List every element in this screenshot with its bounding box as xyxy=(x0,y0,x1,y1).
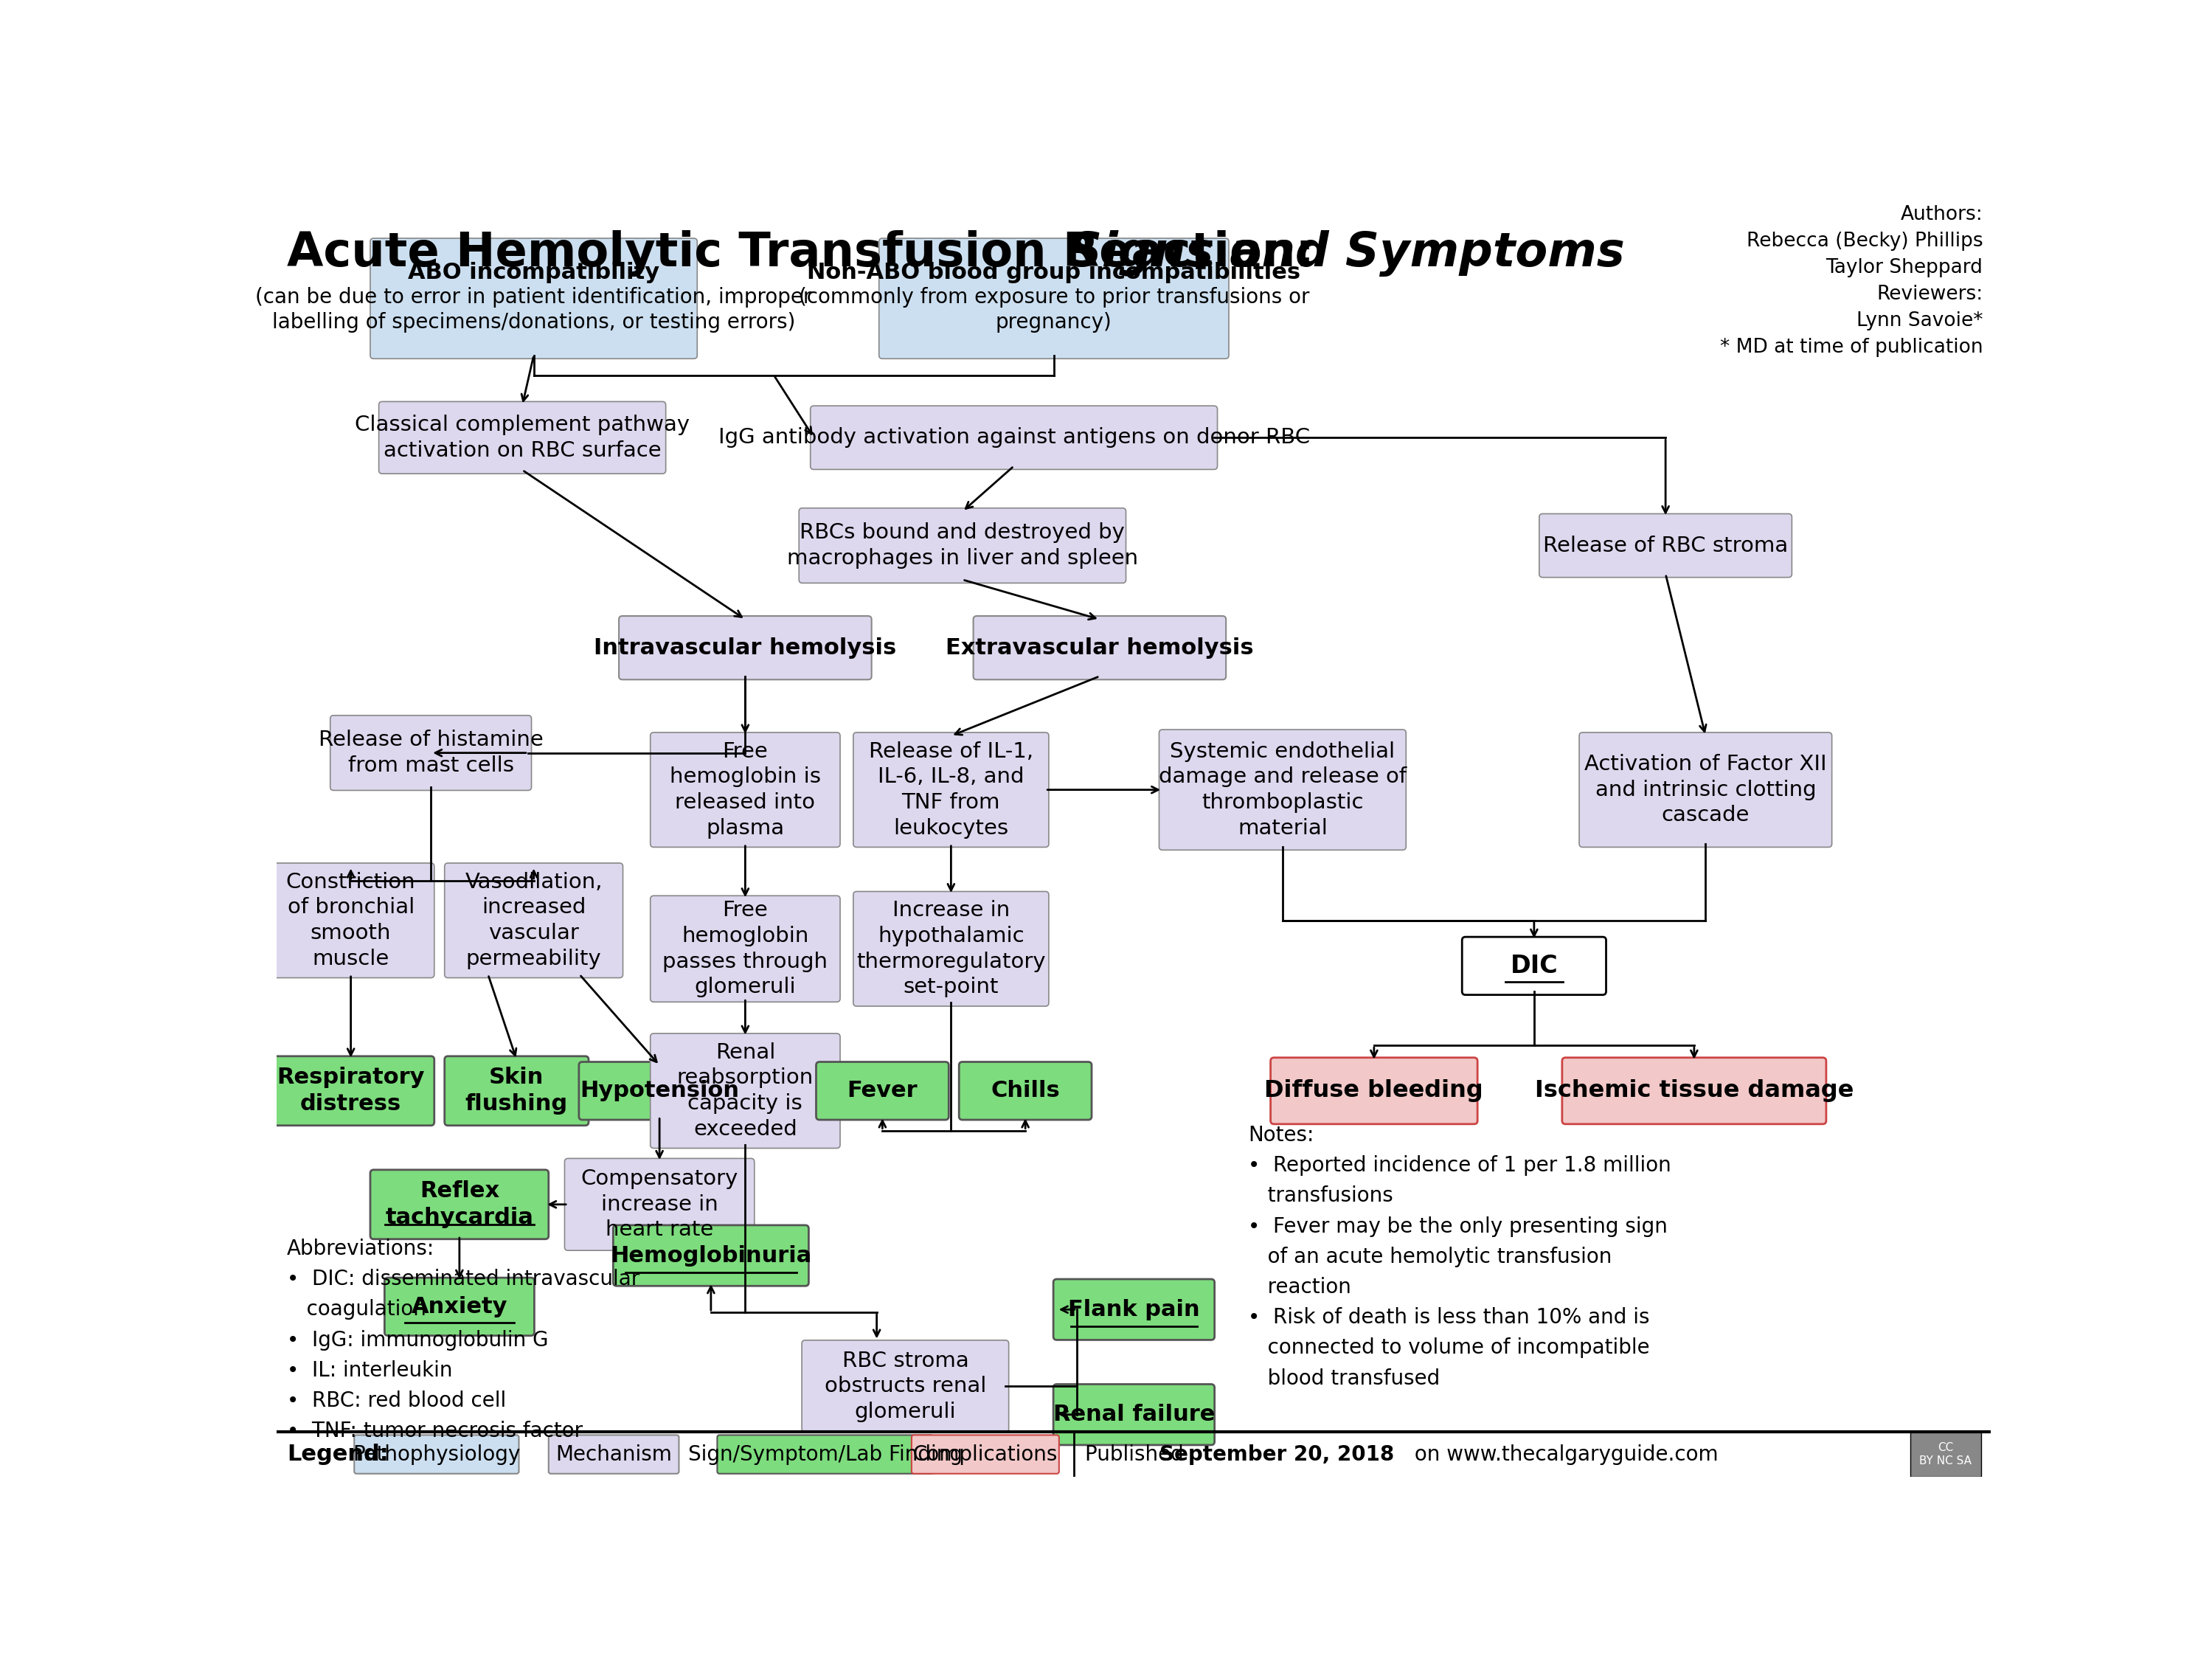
FancyBboxPatch shape xyxy=(717,1435,933,1473)
Text: Skin
flushing: Skin flushing xyxy=(465,1067,568,1115)
Text: Chills: Chills xyxy=(991,1080,1060,1102)
FancyBboxPatch shape xyxy=(580,1062,741,1120)
FancyBboxPatch shape xyxy=(564,1158,754,1251)
FancyBboxPatch shape xyxy=(268,1057,434,1125)
Text: Free
hemoglobin
passes through
glomeruli: Free hemoglobin passes through glomeruli xyxy=(664,901,827,997)
Text: Reflex
tachycardia: Reflex tachycardia xyxy=(385,1181,533,1228)
Text: Compensatory
increase in
heart rate: Compensatory increase in heart rate xyxy=(582,1168,739,1241)
FancyBboxPatch shape xyxy=(1053,1279,1214,1340)
Text: Notes:
•  Reported incidence of 1 per 1.8 million
   transfusions
•  Fever may b: Notes: • Reported incidence of 1 per 1.8… xyxy=(1248,1125,1672,1389)
FancyBboxPatch shape xyxy=(1270,1057,1478,1125)
Text: Mechanism: Mechanism xyxy=(555,1443,672,1465)
FancyBboxPatch shape xyxy=(1462,937,1606,995)
FancyBboxPatch shape xyxy=(878,239,1230,358)
FancyBboxPatch shape xyxy=(378,401,666,474)
Text: (commonly from exposure to prior transfusions or
pregnancy): (commonly from exposure to prior transfu… xyxy=(799,287,1310,333)
Text: Hemoglobinuria: Hemoglobinuria xyxy=(611,1244,812,1266)
Text: Release of IL-1,
IL-6, IL-8, and
TNF from
leukocytes: Release of IL-1, IL-6, IL-8, and TNF fro… xyxy=(869,742,1033,838)
Text: Acute Hemolytic Transfusion Reaction:: Acute Hemolytic Transfusion Reaction: xyxy=(288,231,1332,277)
Text: Respiratory
distress: Respiratory distress xyxy=(276,1067,425,1115)
FancyBboxPatch shape xyxy=(816,1062,949,1120)
Text: Diffuse bleeding: Diffuse bleeding xyxy=(1265,1080,1484,1102)
FancyBboxPatch shape xyxy=(960,1062,1093,1120)
FancyBboxPatch shape xyxy=(854,891,1048,1007)
Text: Legend:: Legend: xyxy=(288,1443,389,1465)
FancyBboxPatch shape xyxy=(911,1435,1060,1473)
Text: Increase in
hypothalamic
thermoregulatory
set-point: Increase in hypothalamic thermoregulator… xyxy=(856,901,1046,997)
FancyBboxPatch shape xyxy=(1540,514,1792,577)
FancyBboxPatch shape xyxy=(650,896,841,1002)
FancyBboxPatch shape xyxy=(799,508,1126,582)
FancyBboxPatch shape xyxy=(268,863,434,977)
Text: Renal failure: Renal failure xyxy=(1053,1404,1214,1425)
Text: Sign/Symptom/Lab Finding: Sign/Symptom/Lab Finding xyxy=(688,1443,962,1465)
FancyBboxPatch shape xyxy=(445,863,624,977)
FancyBboxPatch shape xyxy=(369,1170,549,1239)
FancyBboxPatch shape xyxy=(1911,1432,1982,1477)
Text: Anxiety: Anxiety xyxy=(411,1296,507,1317)
Text: CC
BY NC SA: CC BY NC SA xyxy=(1920,1442,1971,1467)
FancyBboxPatch shape xyxy=(1053,1384,1214,1445)
FancyBboxPatch shape xyxy=(619,615,872,680)
Text: Constriction
of bronchial
smooth
muscle: Constriction of bronchial smooth muscle xyxy=(285,873,416,969)
Text: IgG antibody activation against antigens on donor RBC: IgG antibody activation against antigens… xyxy=(719,428,1310,448)
FancyBboxPatch shape xyxy=(613,1224,810,1286)
Text: September 20, 2018: September 20, 2018 xyxy=(1159,1443,1394,1465)
FancyBboxPatch shape xyxy=(1579,732,1832,848)
FancyBboxPatch shape xyxy=(801,1340,1009,1432)
Text: Fever: Fever xyxy=(847,1080,918,1102)
Text: RBC stroma
obstructs renal
glomeruli: RBC stroma obstructs renal glomeruli xyxy=(825,1350,987,1422)
Text: Activation of Factor XII
and intrinsic clotting
cascade: Activation of Factor XII and intrinsic c… xyxy=(1584,753,1827,826)
Text: Vasodilation,
increased
vascular
permeability: Vasodilation, increased vascular permeab… xyxy=(465,873,602,969)
FancyBboxPatch shape xyxy=(354,1435,520,1473)
Text: Free
hemoglobin is
released into
plasma: Free hemoglobin is released into plasma xyxy=(670,742,821,838)
Text: DIC: DIC xyxy=(1511,954,1557,979)
FancyBboxPatch shape xyxy=(1159,730,1407,849)
Text: Intravascular hemolysis: Intravascular hemolysis xyxy=(595,637,896,659)
Text: Non-ABO blood group incompatibilities: Non-ABO blood group incompatibilities xyxy=(807,262,1301,284)
Text: Signs and Symptoms: Signs and Symptoms xyxy=(1068,231,1626,277)
FancyBboxPatch shape xyxy=(330,715,531,790)
Text: Classical complement pathway
activation on RBC surface: Classical complement pathway activation … xyxy=(354,415,690,461)
Text: Release of RBC stroma: Release of RBC stroma xyxy=(1544,536,1787,556)
FancyBboxPatch shape xyxy=(650,732,841,848)
Text: Renal
reabsorption
capacity is
exceeded: Renal reabsorption capacity is exceeded xyxy=(677,1042,814,1140)
Text: Published: Published xyxy=(1086,1443,1190,1465)
Text: Pathophysiology: Pathophysiology xyxy=(352,1443,520,1465)
FancyBboxPatch shape xyxy=(369,239,697,358)
Text: RBCs bound and destroyed by
macrophages in liver and spleen: RBCs bound and destroyed by macrophages … xyxy=(787,523,1137,569)
FancyBboxPatch shape xyxy=(854,732,1048,848)
Text: Complications: Complications xyxy=(914,1443,1057,1465)
FancyBboxPatch shape xyxy=(973,615,1225,680)
Text: Abbreviations:
•  DIC: disseminated intravascular
   coagulation
•  IgG: immunog: Abbreviations: • DIC: disseminated intra… xyxy=(288,1239,639,1442)
Text: Systemic endothelial
damage and release of
thromboplastic
material: Systemic endothelial damage and release … xyxy=(1159,742,1407,838)
Text: Flank pain: Flank pain xyxy=(1068,1299,1199,1321)
FancyBboxPatch shape xyxy=(1562,1057,1827,1125)
FancyBboxPatch shape xyxy=(445,1057,588,1125)
Text: Ischemic tissue damage: Ischemic tissue damage xyxy=(1535,1080,1854,1102)
FancyBboxPatch shape xyxy=(385,1277,535,1335)
Text: Release of histamine
from mast cells: Release of histamine from mast cells xyxy=(319,730,544,776)
FancyBboxPatch shape xyxy=(810,406,1217,469)
Text: (can be due to error in patient identification, improper
labelling of specimens/: (can be due to error in patient identifi… xyxy=(257,287,812,333)
FancyBboxPatch shape xyxy=(650,1034,841,1148)
Text: Hypotension: Hypotension xyxy=(580,1080,739,1102)
FancyBboxPatch shape xyxy=(549,1435,679,1473)
Text: Authors:
Rebecca (Becky) Phillips
Taylor Sheppard
Reviewers:
Lynn Savoie*
* MD a: Authors: Rebecca (Becky) Phillips Taylor… xyxy=(1719,204,1982,357)
Text: ABO incompatibility: ABO incompatibility xyxy=(407,262,659,284)
Text: Extravascular hemolysis: Extravascular hemolysis xyxy=(945,637,1254,659)
Text: on www.thecalgaryguide.com: on www.thecalgaryguide.com xyxy=(1409,1443,1719,1465)
